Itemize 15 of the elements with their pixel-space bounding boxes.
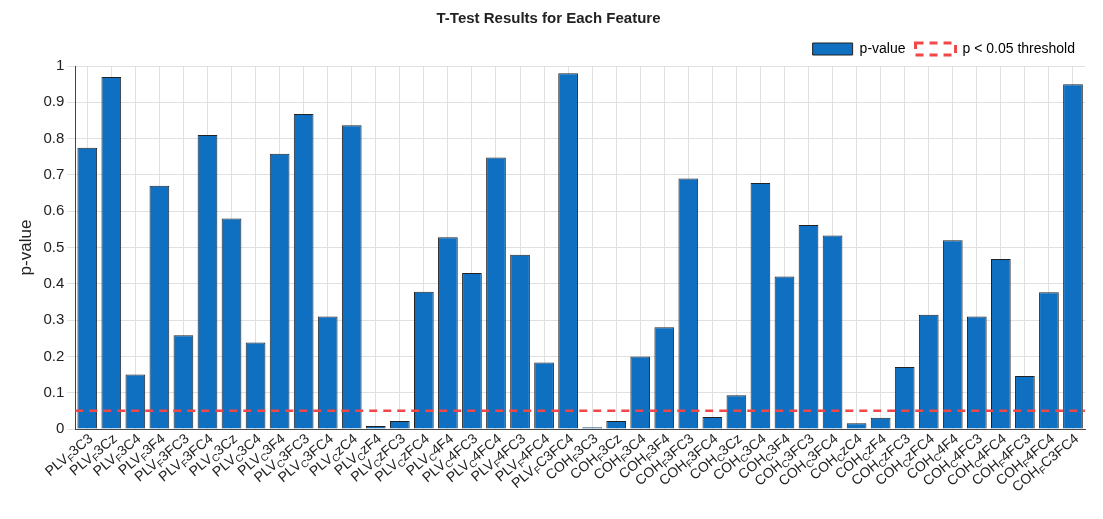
- y-tick-label: 0.9: [43, 92, 65, 110]
- y-tick-label: 0.2: [43, 346, 65, 364]
- y-axis-title: p-value: [15, 219, 35, 276]
- y-tick-label: 1: [55, 56, 65, 74]
- y-tick-label: 0.5: [43, 237, 65, 255]
- chart-title: T-Test Results for Each Feature: [436, 9, 661, 27]
- y-tick-label: 0.6: [43, 201, 65, 219]
- legend-label: p < 0.05 threshold: [962, 39, 1076, 56]
- y-tick-label: 0.8: [43, 128, 65, 146]
- y-tick-label: 0.3: [43, 310, 65, 328]
- y-tick-label: 0.4: [43, 273, 65, 291]
- legend-label: p-value: [859, 39, 906, 56]
- y-tick-label: 0.1: [43, 382, 65, 400]
- y-tick-label: 0.7: [43, 165, 65, 183]
- y-tick-label: 0: [55, 419, 65, 437]
